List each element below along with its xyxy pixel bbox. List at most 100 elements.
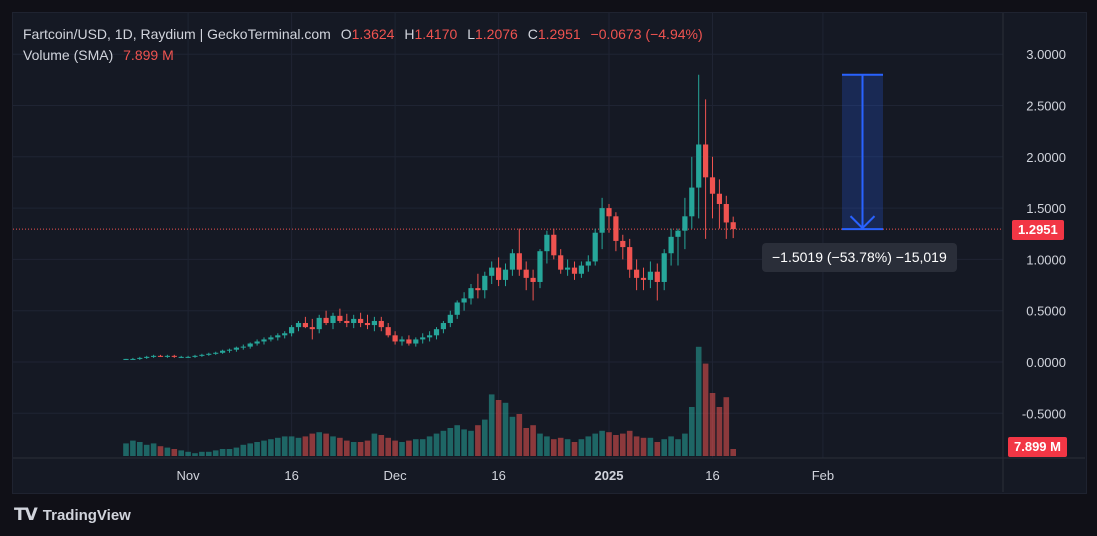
candle-body <box>634 269 640 278</box>
candle-body <box>378 320 384 328</box>
volume-bar <box>723 397 730 456</box>
volume-bar <box>502 402 509 456</box>
volume-bar <box>454 425 460 456</box>
candle-body <box>716 193 722 204</box>
volume-bar <box>385 437 391 456</box>
candle-body <box>226 349 233 351</box>
candle-body <box>309 327 315 330</box>
high-label: H <box>404 26 415 42</box>
volume-bar <box>599 430 605 456</box>
volume-bar <box>551 439 557 456</box>
candle-body <box>640 277 647 280</box>
volume-bar <box>626 430 633 456</box>
candle-body <box>599 208 605 233</box>
candle-body <box>364 323 371 326</box>
candle-body <box>295 323 302 328</box>
volume-bar <box>261 440 267 456</box>
volume-bar <box>440 430 447 456</box>
volume-value: 7.899 M <box>123 47 174 63</box>
candle-body <box>371 320 377 326</box>
volume-bar <box>495 400 502 456</box>
volume-bar <box>413 439 419 456</box>
volume-bar <box>399 442 405 456</box>
candle-body <box>323 317 329 324</box>
volume-bar <box>447 428 454 456</box>
volume-bar <box>357 442 364 456</box>
candle-body <box>151 355 157 357</box>
candle-body <box>592 232 598 262</box>
x-tick-label: 2025 <box>595 468 624 483</box>
volume-bar <box>488 394 495 456</box>
candle-body <box>406 339 412 344</box>
volume-bar <box>668 436 674 456</box>
candle-body <box>475 288 481 291</box>
volume-legend: Volume (SMA) 7.899 M <box>23 45 703 66</box>
close-value: 1.2951 <box>537 26 581 42</box>
tradingview-logo[interactable]: 𝗧𝗩 TradingView <box>14 505 131 525</box>
ohlc-legend: Fartcoin/USD, 1D, Raydium | GeckoTermina… <box>23 24 703 45</box>
volume-bar <box>302 436 309 456</box>
volume-bar <box>730 449 736 456</box>
volume-bar <box>206 451 212 456</box>
candle-body <box>144 356 150 358</box>
volume-bar <box>606 432 612 456</box>
candle-body <box>130 358 136 360</box>
volume-bar <box>544 436 550 456</box>
candle-body <box>344 320 350 324</box>
candle-body <box>675 230 681 237</box>
candle-body <box>613 216 619 241</box>
candle-body <box>482 275 488 291</box>
volume-bar <box>275 437 281 456</box>
volume-bar <box>337 437 343 456</box>
volume-bar <box>620 433 626 456</box>
volume-bar <box>578 439 585 456</box>
volume-bar <box>530 425 536 456</box>
volume-bar <box>378 435 385 456</box>
candle-body <box>723 203 729 223</box>
candle-body <box>240 346 246 348</box>
candle-body <box>558 255 564 270</box>
candle-body <box>220 350 226 353</box>
measure-readout: −1.5019 (−53.78%) −15,019 <box>762 243 957 272</box>
candle-body <box>302 323 308 328</box>
volume-bar <box>433 433 440 456</box>
volume-label[interactable]: Volume (SMA) <box>23 47 114 63</box>
candle-body <box>447 314 453 324</box>
x-tick-label: 16 <box>491 468 505 483</box>
candle-body <box>509 253 515 270</box>
volume-bar <box>709 393 716 456</box>
volume-bar <box>406 440 412 456</box>
volume-bar <box>288 436 295 456</box>
volume-bar <box>268 439 274 456</box>
candle-body <box>330 315 336 324</box>
tradingview-logo-icon: 𝗧𝗩 <box>14 505 38 524</box>
volume-bar <box>537 433 543 456</box>
candle-body <box>440 323 446 330</box>
candle-body <box>275 335 281 338</box>
open-value: 1.3624 <box>351 26 395 42</box>
candle-body <box>537 251 543 282</box>
volume-bar <box>350 442 357 456</box>
candle-body <box>489 267 495 276</box>
candle-body <box>213 352 219 354</box>
y-tick-label: 0.0000 <box>1026 355 1066 370</box>
volume-bar <box>640 437 647 456</box>
candle-body <box>185 356 191 358</box>
volume-bar <box>150 443 157 456</box>
volume-bar <box>178 450 184 456</box>
volume-bar <box>661 439 667 456</box>
volume-bar <box>682 433 688 456</box>
volume-bar <box>281 436 288 456</box>
candle-body <box>427 335 433 338</box>
candle-body <box>454 302 460 315</box>
symbol-title[interactable]: Fartcoin/USD, 1D, Raydium | GeckoTermina… <box>23 26 331 42</box>
candle-body <box>254 341 260 344</box>
volume-bar <box>316 432 322 456</box>
candle-body <box>157 355 164 357</box>
candle-body <box>551 234 557 256</box>
volume-bar <box>309 433 316 456</box>
y-tick-label: -0.5000 <box>1022 406 1066 421</box>
measure-arrow-head <box>849 215 876 230</box>
y-tick-label: 3.0000 <box>1026 47 1066 62</box>
